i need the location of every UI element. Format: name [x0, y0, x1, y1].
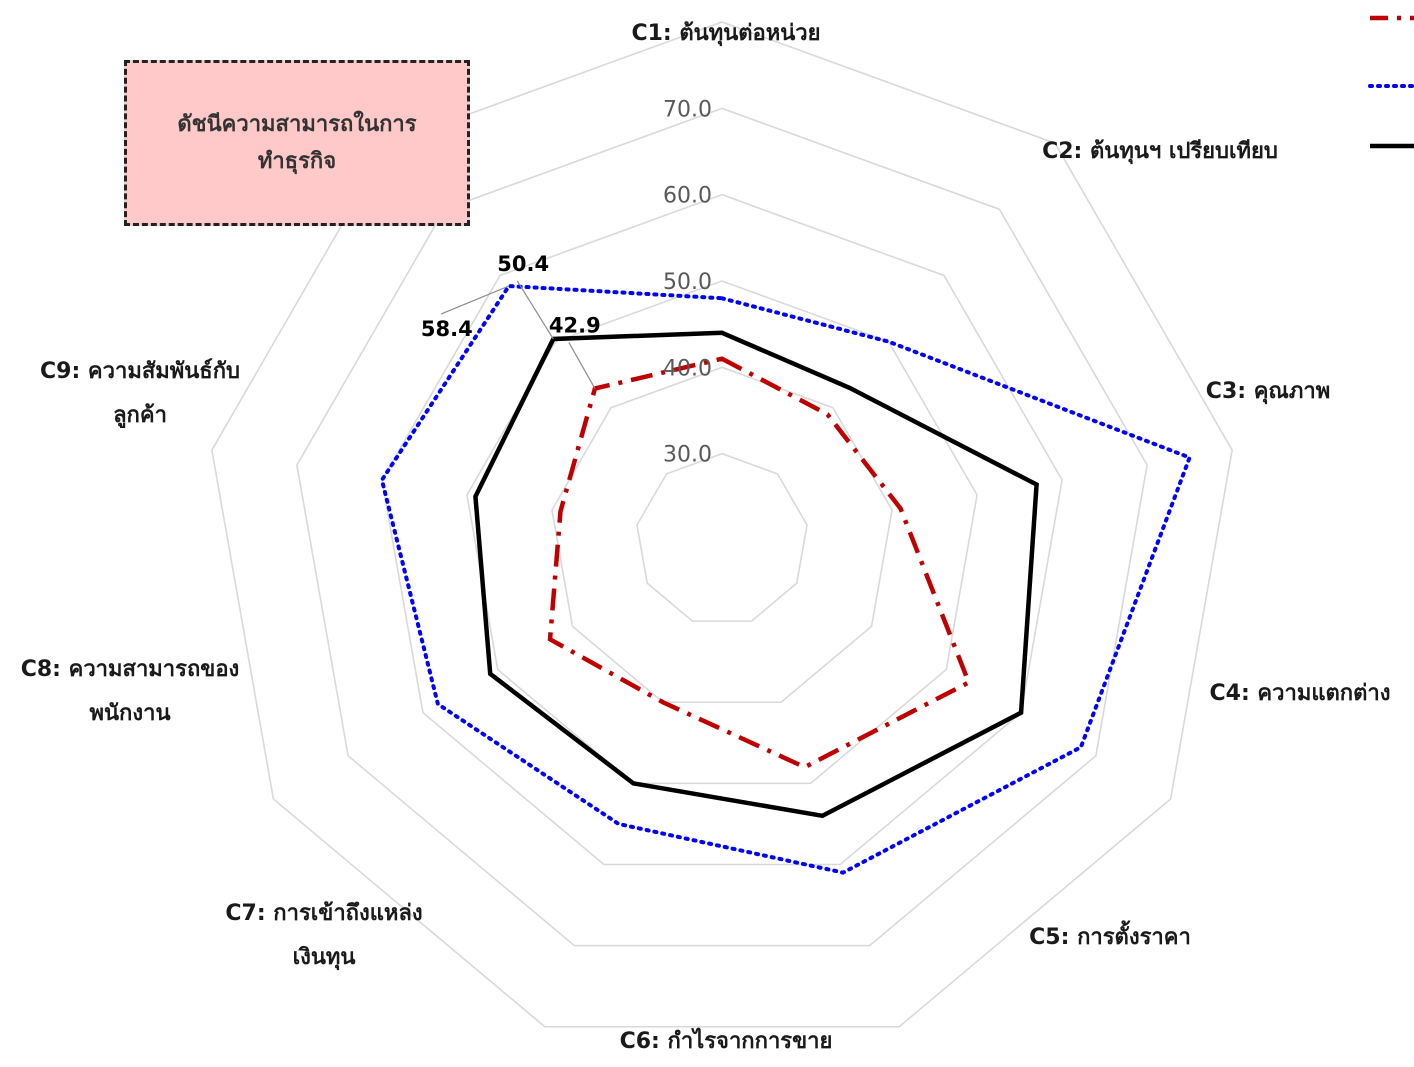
category-label: เงินทุน — [293, 945, 356, 971]
category-label: C5: การตั้งราคา — [1029, 920, 1191, 950]
series-line-1 — [547, 356, 972, 770]
data-label: 50.4 — [497, 252, 549, 276]
data-label: 42.9 — [549, 314, 601, 338]
tick-label: 50.0 — [663, 270, 712, 295]
data-label-leader — [516, 280, 554, 340]
category-label: พนักงาน — [90, 701, 171, 726]
tick-label: 60.0 — [663, 184, 712, 209]
grid-ring — [381, 193, 1063, 866]
grid-ring — [296, 107, 1148, 947]
grid-ring — [551, 366, 893, 704]
category-label: ลูกค้า — [113, 403, 167, 429]
radar-grid — [211, 21, 1233, 1028]
radar-series — [379, 283, 1193, 875]
tick-label: 30.0 — [663, 443, 712, 468]
series-line-3 — [473, 330, 1039, 819]
category-label: C9: ความสัมพันธ์กับ — [40, 358, 240, 384]
tick-label: 70.0 — [663, 97, 712, 122]
tick-label: 40.0 — [663, 356, 712, 381]
data-label-leader — [568, 342, 596, 389]
title-box: ดัชนีความสามารถในการ ทำธุรกิจ — [124, 60, 470, 226]
category-label: C2: ต้นทุนฯ เปรียบเทียบ — [1042, 139, 1278, 165]
category-label: C6: กำไรจากการขาย — [620, 1027, 833, 1054]
category-label: C3: คุณภาพ — [1206, 379, 1330, 405]
category-label: C7: การเข้าถึงแหล่ง — [225, 901, 422, 926]
grid-ring — [466, 280, 978, 785]
title-line-1: ดัชนีความสามารถในการ — [177, 111, 417, 137]
grid-ring — [211, 21, 1233, 1028]
category-label: C1: ต้นทุนต่อหน่วย — [631, 21, 820, 47]
radar-labels: 30.0 40.0 50.0 60.0 70.0 58.4 50.4 42.9 C1: ต้นท… — [21, 21, 1391, 1054]
series-line-2 — [379, 283, 1193, 875]
legend — [1368, 15, 1414, 149]
category-label: C4: ความแตกต่าง — [1209, 681, 1390, 706]
data-label-leader — [440, 285, 510, 315]
grid-ring — [636, 452, 808, 622]
title-line-2: ทำธุรกิจ — [257, 149, 337, 174]
data-label: 58.4 — [421, 317, 473, 341]
category-label: C8: ความสามารถของ — [21, 657, 240, 682]
